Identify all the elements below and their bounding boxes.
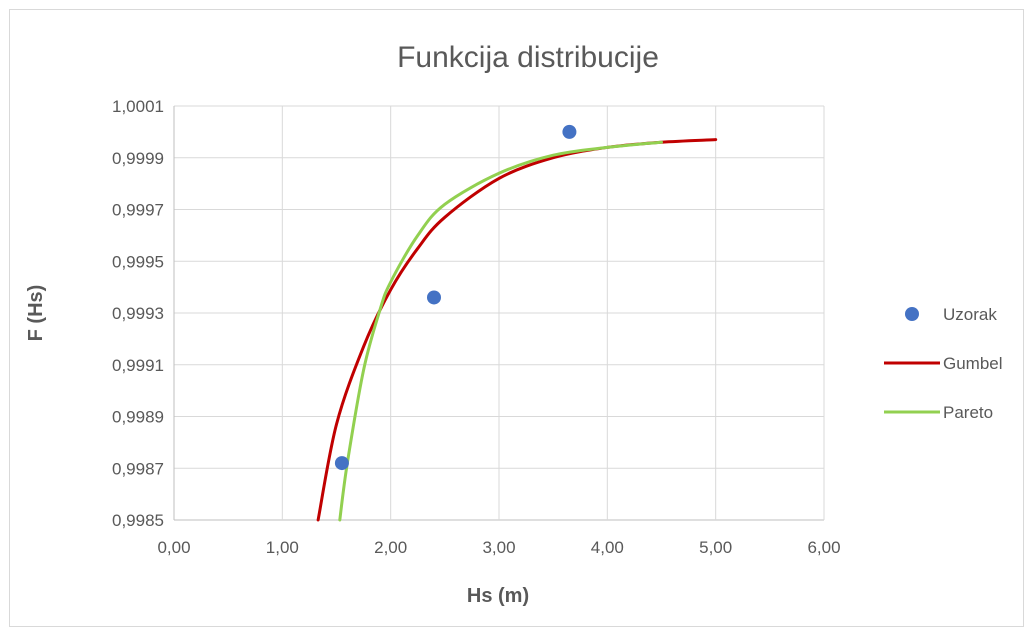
y-tick-label: 0,9997 [112, 201, 164, 220]
legend-swatch-uzorak [905, 307, 919, 321]
x-tick-label: 1,00 [266, 538, 299, 557]
x-tick-label: 3,00 [482, 538, 515, 557]
x-axis-label: Hs (m) [467, 585, 529, 607]
legend-label-pareto: Pareto [943, 403, 993, 422]
y-axis-label: F (Hs) [25, 285, 47, 342]
x-tick-label: 4,00 [591, 538, 624, 557]
y-tick-labels: 1,0001 0,9999 0,9997 0,9995 0,9993 0,9991 0,99… [112, 97, 164, 530]
data-point-uzorak [427, 290, 441, 305]
y-tick-label: 0,9987 [112, 459, 164, 478]
data-point-uzorak [334, 456, 349, 471]
grid-lines [173, 105, 825, 521]
series-lines [316, 138, 718, 522]
x-tick-label: 0,00 [157, 538, 190, 557]
chart-frame [9, 9, 1024, 627]
series-line-pareto [338, 140, 663, 522]
legend-label-uzorak: Uzorak [943, 305, 997, 324]
legend-label-gumbel: Gumbel [943, 354, 1003, 373]
y-tick-label: 0,9993 [112, 304, 164, 323]
data-point-uzorak [562, 124, 577, 139]
y-tick-label: 0,9989 [112, 408, 164, 427]
x-tick-label: 2,00 [374, 538, 407, 557]
chart-title: Funkcija distribucije [397, 41, 659, 74]
y-tick-label: 0,9985 [112, 511, 164, 530]
x-tick-label: 5,00 [699, 538, 732, 557]
y-tick-label: 0,9995 [112, 252, 164, 271]
series-points [334, 124, 577, 471]
x-tick-label: 6,00 [807, 538, 840, 557]
y-tick-label: 1,0001 [112, 97, 164, 116]
x-tick-labels: 0,00 1,00 2,00 3,00 4,00 5,00 6,00 [157, 538, 840, 557]
series-line-gumbel [316, 138, 718, 522]
y-tick-label: 0,9991 [112, 356, 164, 375]
legend: Uzorak Gumbel Pareto [884, 305, 1003, 422]
y-tick-label: 0,9999 [112, 149, 164, 168]
